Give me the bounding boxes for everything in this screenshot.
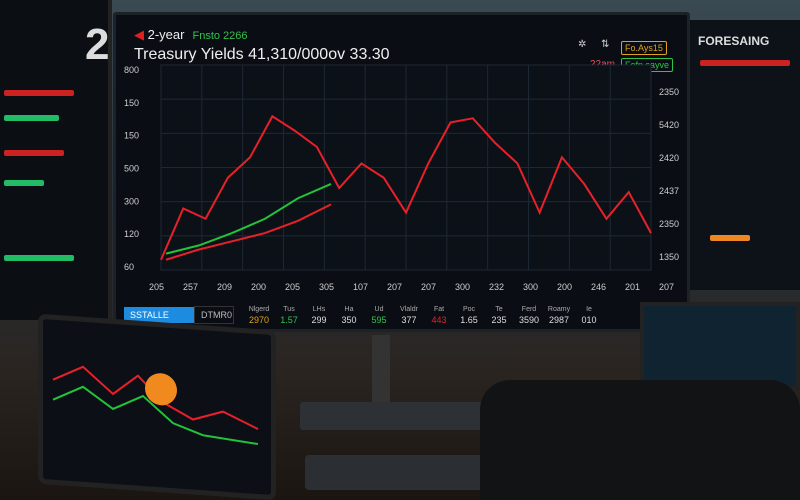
x-tick: 201 <box>625 282 640 292</box>
cell-label: Ferd <box>521 306 537 313</box>
settings-icon[interactable]: ✲ <box>578 39 587 50</box>
left-number: 2 <box>85 20 110 69</box>
top-badge[interactable]: Fo.Ays15 <box>621 41 667 55</box>
x-tick: 300 <box>455 282 470 292</box>
footer-cell: Tus 1.57 <box>274 305 304 325</box>
tab-selected[interactable]: SSTALLE <box>124 307 194 323</box>
cell-label: Ud <box>374 306 384 313</box>
sliders-icon[interactable]: ⇅ <box>601 39 610 50</box>
footer-cell: Te 235 <box>484 305 514 325</box>
footer-cell: Vlaldr 377 <box>394 305 424 325</box>
x-tick: 300 <box>523 282 538 292</box>
right-title: FORESAING <box>698 34 770 48</box>
y-tick-right: 5420 <box>659 120 679 130</box>
yield-chart: 800 150 150 500 300 120 60 2350 5420 2420 2437 2350… <box>124 64 679 292</box>
monitor-stand <box>372 335 390 410</box>
cell-label: Ha <box>344 306 354 313</box>
cell-value: 1.65 <box>460 315 478 325</box>
footer-cell: Ha 350 <box>334 305 364 325</box>
footer-cell: LHs 299 <box>304 305 334 325</box>
left-monitor: 2 <box>0 0 112 320</box>
keyboard <box>305 455 485 490</box>
cell-label: Roamy <box>547 306 571 313</box>
x-tick: 207 <box>421 282 436 292</box>
series-line <box>165 182 332 255</box>
cell-value: 235 <box>491 315 507 325</box>
y-tick-right: 2420 <box>659 153 679 163</box>
x-tick: 205 <box>149 282 164 292</box>
cell-label: Poc <box>462 306 476 313</box>
footer-cell: Fat 443 <box>424 305 454 325</box>
y-tick-left: 800 <box>124 65 139 75</box>
x-tick: 207 <box>387 282 402 292</box>
y-tick-left: 300 <box>124 196 139 206</box>
cell-value: 299 <box>311 315 327 325</box>
monitor-base <box>300 402 495 430</box>
tablet <box>38 313 276 500</box>
x-tick: 246 <box>591 282 606 292</box>
cell-value: 2987 <box>548 315 570 325</box>
y-tick-right: 2350 <box>659 219 679 229</box>
cell-value: 595 <box>371 315 387 325</box>
cell-value: 2970 <box>248 315 270 325</box>
series-line <box>160 114 652 261</box>
x-tick: 257 <box>183 282 198 292</box>
triangle-icon: ◀ <box>134 27 144 42</box>
y-tick-left: 500 <box>124 164 139 174</box>
right-monitor: FORESAING <box>690 20 800 290</box>
cell-value: 010 <box>581 315 597 325</box>
footer-cell: Nlgerd 2970 <box>244 305 274 325</box>
x-tick: 205 <box>285 282 300 292</box>
x-tick: 200 <box>251 282 266 292</box>
y-tick-left: 120 <box>124 229 139 239</box>
y-tick-left: 150 <box>124 98 139 108</box>
x-tick: 207 <box>659 282 674 292</box>
main-monitor: ◀ 2-year Fnsto 2266 Treasury Yields 41,31… <box>113 12 690 332</box>
footer-cell: Ferd 3590 <box>514 305 544 325</box>
series-header: ◀ 2-year Fnsto 2266 <box>134 27 248 43</box>
cell-label: Vlaldr <box>400 306 418 313</box>
cell-value: 3590 <box>518 315 540 325</box>
y-tick-right: 2437 <box>659 186 679 196</box>
series-label: 2-year <box>147 27 185 42</box>
footer-cell: Ud 595 <box>364 305 394 325</box>
y-tick-left: 150 <box>124 131 139 141</box>
footer-bar: SSTALLE DTMR0 Nlgerd 2970 Tus 1.57 LHs 299 Ha 3… <box>124 305 684 325</box>
cell-label: Ie <box>586 306 592 313</box>
series-line <box>165 203 332 261</box>
footer-cell: Roamy 2987 <box>544 305 574 325</box>
tab-2[interactable]: DTMR0 <box>194 306 234 324</box>
x-tick: 209 <box>217 282 232 292</box>
cell-label: Fat <box>433 306 445 313</box>
cell-label: Te <box>495 306 503 313</box>
y-tick-right: 2350 <box>659 87 679 97</box>
cell-value: 1.57 <box>280 315 298 325</box>
x-tick: 232 <box>489 282 504 292</box>
cell-value: 377 <box>401 315 417 325</box>
cell-value: 443 <box>431 315 447 325</box>
x-tick: 200 <box>557 282 572 292</box>
footer-cell: Poc 1.65 <box>454 305 484 325</box>
y-tick-left: 60 <box>124 262 134 272</box>
cell-value: 350 <box>341 315 357 325</box>
cell-label: Nlgerd <box>248 306 270 313</box>
cell-label: Tus <box>283 306 295 313</box>
chart-title: Treasury Yields 41,310/000ov 33.30 <box>134 46 390 63</box>
y-tick-right: 1350 <box>659 252 679 262</box>
chair <box>480 380 800 500</box>
cell-label: LHs <box>312 306 326 313</box>
series-tag: Fnsto 2266 <box>192 30 248 42</box>
x-tick: 305 <box>319 282 334 292</box>
x-tick: 107 <box>353 282 368 292</box>
footer-cell: Ie 010 <box>574 305 604 325</box>
laptop-screen <box>640 302 800 390</box>
